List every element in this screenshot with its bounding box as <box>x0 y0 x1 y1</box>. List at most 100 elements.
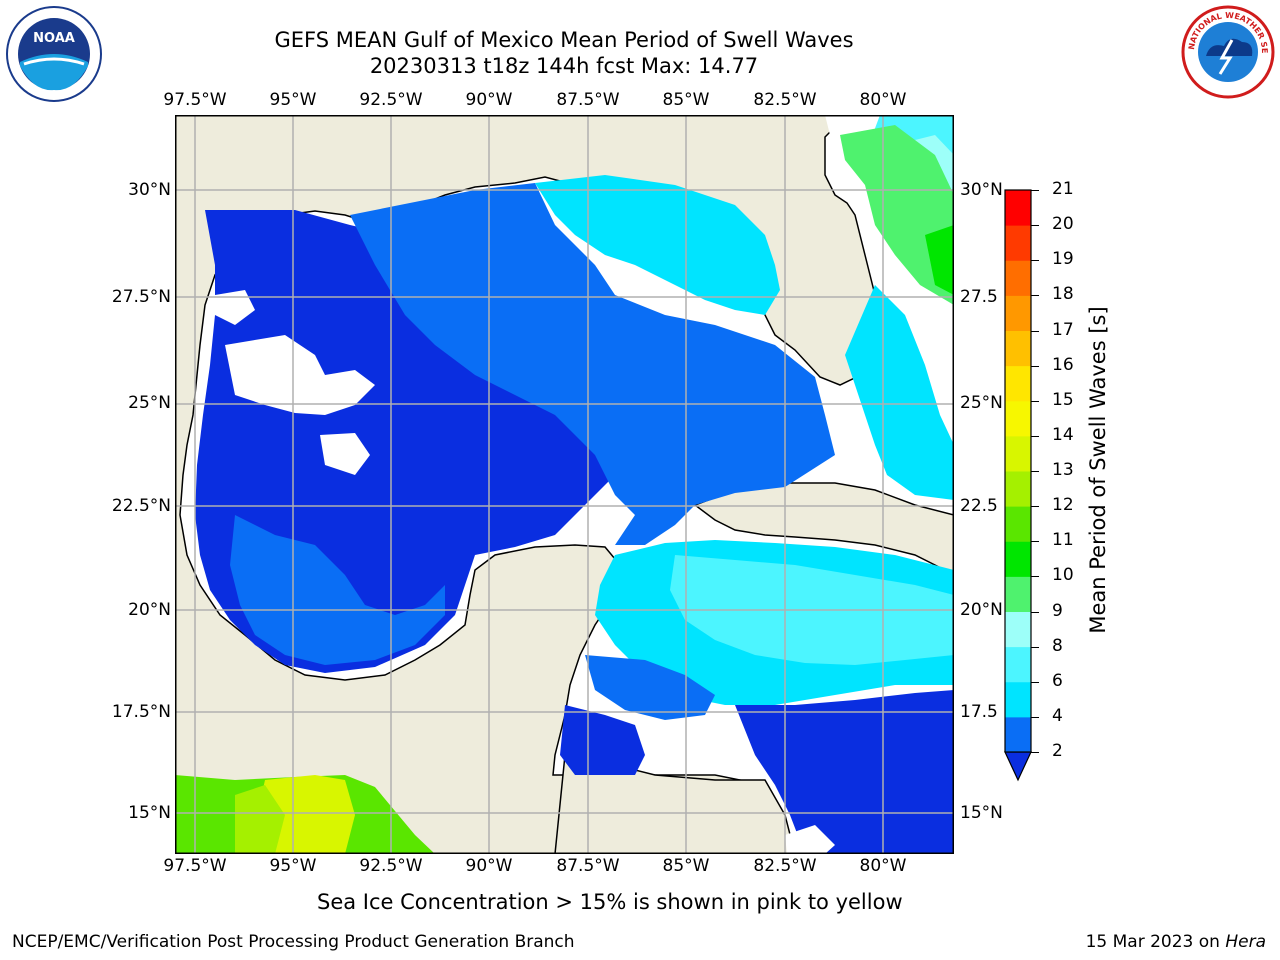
lon-label-top: 92.5°W <box>359 90 423 110</box>
colorbar-band <box>1005 716 1031 753</box>
colorbar-tick-label: 20 <box>1052 214 1074 235</box>
swell-period-4-6s-center <box>350 183 835 545</box>
lat-label-right: 25°N <box>960 393 1003 413</box>
lon-label-top: 82.5°W <box>753 90 817 110</box>
footer-date: 15 Mar 2023 on Hera <box>1086 932 1266 952</box>
colorbar-band <box>1005 295 1031 331</box>
colorbar-band <box>1005 576 1031 612</box>
missing-data-patch <box>215 290 255 325</box>
swell-period-6-8s-northeast <box>535 175 780 315</box>
colorbar-extension <box>1004 751 1032 782</box>
colorbar-tick-label: 14 <box>1052 424 1074 445</box>
colorbar-band <box>1005 611 1031 648</box>
noaa-logo-text: NOAA <box>33 31 75 46</box>
chart-title: GEFS MEAN Gulf of Mexico Mean Period of … <box>274 28 854 52</box>
colorbar-tick-mark <box>1031 435 1039 437</box>
colorbar-tick-mark <box>1031 471 1039 472</box>
footer-machine: Hera <box>1225 932 1266 952</box>
lat-label-right: 22.5 <box>960 496 998 516</box>
colorbar-tick-mark <box>1031 681 1039 683</box>
lon-label-bottom: 92.5°W <box>359 856 423 876</box>
missing-data-patch <box>225 335 375 415</box>
lat-label-left: 15°N <box>128 803 171 823</box>
lon-label-bottom: 80°W <box>859 856 907 876</box>
missing-data-patch <box>320 433 370 475</box>
colorbar-tick-mark <box>1031 646 1039 648</box>
colorbar-tick-label: 18 <box>1052 284 1074 305</box>
swell-period-11-12s-atlantic <box>925 225 954 295</box>
lat-label-left: 22.5°N <box>111 496 171 516</box>
colorbar-tick-label: 19 <box>1052 249 1074 270</box>
colorbar-band <box>1005 506 1031 542</box>
colorbar-tick-label: 9 <box>1052 600 1063 621</box>
lat-label-right: 20°N <box>960 600 1003 620</box>
colorbar-band <box>1005 681 1031 718</box>
footer-date-text: 15 Mar 2023 on <box>1085 932 1226 952</box>
colorbar-band <box>1005 190 1031 226</box>
colorbar-tick-label: 11 <box>1052 530 1074 551</box>
lon-label-top: 90°W <box>465 90 513 110</box>
colorbar-band <box>1005 400 1031 437</box>
footer-credit: NCEP/EMC/Verification Post Processing Pr… <box>12 932 575 952</box>
lon-label-bottom: 87.5°W <box>556 856 620 876</box>
colorbar-tick-label: 8 <box>1052 635 1063 656</box>
colorbar-tick-mark <box>1031 190 1039 191</box>
lat-label-left: 20°N <box>128 600 171 620</box>
lat-label-left: 25°N <box>128 393 171 413</box>
colorbar-band <box>1005 260 1031 296</box>
sea-ice-note: Sea Ice Concentration > 15% is shown in … <box>317 890 903 914</box>
lon-label-top: 85°W <box>662 90 710 110</box>
lon-label-top: 87.5°W <box>556 90 620 110</box>
lon-label-top: 95°W <box>269 90 317 110</box>
swell-period-2-4s-yucatan <box>560 705 645 775</box>
colorbar-band <box>1005 471 1031 507</box>
colorbar-tick-mark <box>1031 506 1039 508</box>
lat-label-left: 30°N <box>128 180 171 200</box>
colorbar-tick-label: 15 <box>1052 389 1074 410</box>
missing-data-patch <box>785 825 835 854</box>
colorbar-band <box>1005 435 1031 472</box>
lon-label-top: 97.5°W <box>163 90 227 110</box>
lon-label-bottom: 97.5°W <box>163 856 227 876</box>
colorbar-band <box>1005 330 1031 367</box>
lat-label-left: 17.5°N <box>111 702 171 722</box>
colorbar-tick-label: 10 <box>1052 565 1074 586</box>
map-panel <box>175 115 954 854</box>
swell-period-10-11s-atlantic <box>840 125 954 305</box>
colorbar-band <box>1005 646 1031 683</box>
colorbar-tick-mark <box>1031 752 1039 753</box>
swell-period-6-8s-florida <box>845 285 954 500</box>
colorbar-band <box>1005 225 1031 261</box>
nws-logo: NATIONAL WEATHER SERVICE <box>1180 4 1275 99</box>
colorbar-tick-label: 17 <box>1052 319 1074 340</box>
lon-label-top: 80°W <box>859 90 907 110</box>
colorbar-tick-mark <box>1031 716 1039 718</box>
colorbar-tick-mark <box>1031 260 1039 262</box>
map-frame <box>175 115 954 854</box>
colorbar-tick-mark <box>1031 400 1039 402</box>
lat-label-right: 17.5 <box>960 702 998 722</box>
colorbar-band <box>1005 365 1031 402</box>
colorbar-tick-mark <box>1031 541 1039 543</box>
colorbar-label: Mean Period of Swell Waves [s] <box>1086 306 1110 634</box>
swell-field <box>175 115 954 854</box>
colorbar-tick-label: 13 <box>1052 460 1074 480</box>
colorbar-tick-mark <box>1031 225 1039 227</box>
colorbar-tick-label: 12 <box>1052 495 1074 516</box>
colorbar <box>1004 189 1032 782</box>
lat-label-right: 30°N <box>960 180 1003 200</box>
colorbar-tick-mark <box>1031 330 1039 332</box>
lon-label-bottom: 95°W <box>269 856 317 876</box>
colorbar-tick-label: 6 <box>1052 670 1063 691</box>
lat-label-right: 15°N <box>960 803 1003 823</box>
lon-label-bottom: 90°W <box>465 856 513 876</box>
colorbar-band <box>1005 541 1031 577</box>
colorbar-tick-label: 2 <box>1052 741 1063 761</box>
gridlines <box>175 115 954 854</box>
swell-period-13-14s-pacific <box>235 785 285 854</box>
lon-label-bottom: 85°W <box>662 856 710 876</box>
colorbar-bands <box>1004 190 1032 782</box>
colorbar-tick-label: 4 <box>1052 705 1063 726</box>
chart-subtitle: 20230313 t18z 144h fcst Max: 14.77 <box>369 54 759 78</box>
noaa-logo: NOAA <box>6 6 102 102</box>
